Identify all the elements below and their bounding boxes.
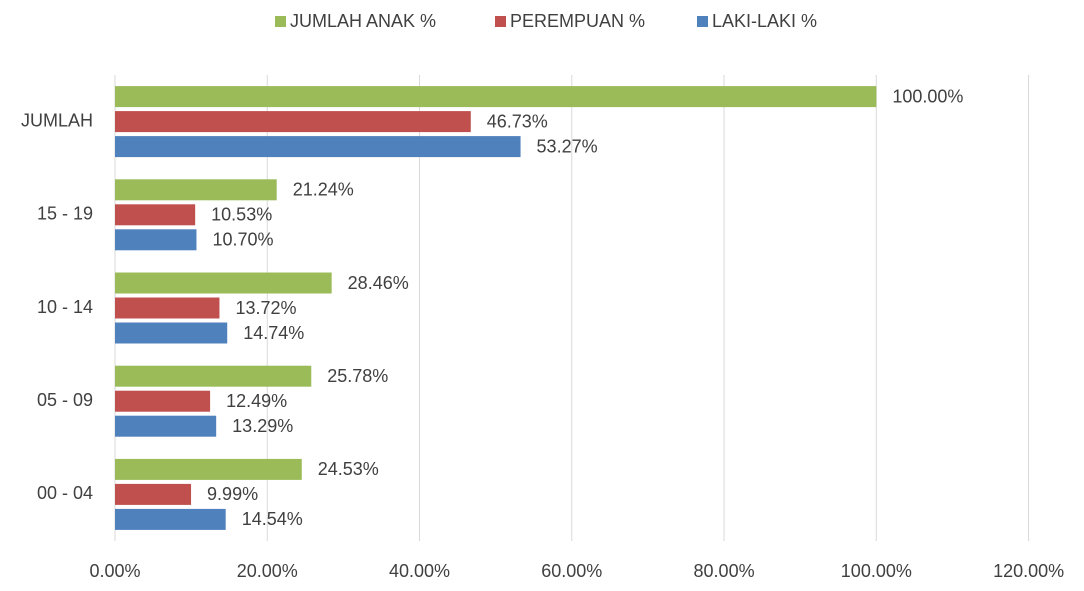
bar xyxy=(115,204,196,226)
data-label: 28.46% xyxy=(348,273,409,293)
x-tick-label: 120.00% xyxy=(993,561,1064,581)
bar xyxy=(115,229,197,251)
data-label: 46.73% xyxy=(487,111,548,131)
bar xyxy=(115,458,302,480)
x-tick-label: 0.00% xyxy=(89,561,140,581)
x-tick-label: 40.00% xyxy=(389,561,450,581)
x-tick-label: 100.00% xyxy=(841,561,912,581)
y-tick-label: 10 - 14 xyxy=(37,297,93,317)
data-label: 10.70% xyxy=(212,230,273,250)
legend-label: PEREMPUAN % xyxy=(510,11,645,31)
data-label: 25.78% xyxy=(327,366,388,386)
bar xyxy=(115,297,220,319)
data-label: 53.27% xyxy=(537,136,598,156)
bar xyxy=(115,483,192,505)
legend-label: JUMLAH ANAK % xyxy=(290,11,436,31)
bar xyxy=(115,179,277,201)
y-tick-label: JUMLAH xyxy=(21,110,93,130)
bar xyxy=(115,508,226,530)
bar xyxy=(115,322,228,344)
data-label: 21.24% xyxy=(293,180,354,200)
x-tick-label: 80.00% xyxy=(694,561,755,581)
data-label: 100.00% xyxy=(892,86,963,106)
data-label: 14.54% xyxy=(242,509,303,529)
legend-swatch xyxy=(697,16,708,27)
x-tick-label: 20.00% xyxy=(237,561,298,581)
data-label: 12.49% xyxy=(226,391,287,411)
legend-swatch xyxy=(275,16,286,27)
legend-label: LAKI-LAKI % xyxy=(712,11,817,31)
bar xyxy=(115,365,312,387)
x-tick-label: 60.00% xyxy=(541,561,602,581)
data-label: 13.29% xyxy=(232,416,293,436)
data-label: 14.74% xyxy=(243,323,304,343)
bar xyxy=(115,415,217,437)
y-tick-label: 00 - 04 xyxy=(37,483,93,503)
data-label: 10.53% xyxy=(211,205,272,225)
bar xyxy=(115,86,877,108)
legend-swatch xyxy=(495,16,506,27)
bar xyxy=(115,111,471,133)
data-label: 13.72% xyxy=(235,298,296,318)
bar xyxy=(115,136,521,158)
bar xyxy=(115,272,332,294)
data-label: 9.99% xyxy=(207,484,258,504)
bar xyxy=(115,390,211,412)
data-label: 24.53% xyxy=(318,459,379,479)
y-tick-label: 05 - 09 xyxy=(37,390,93,410)
y-tick-label: 15 - 19 xyxy=(37,204,93,224)
